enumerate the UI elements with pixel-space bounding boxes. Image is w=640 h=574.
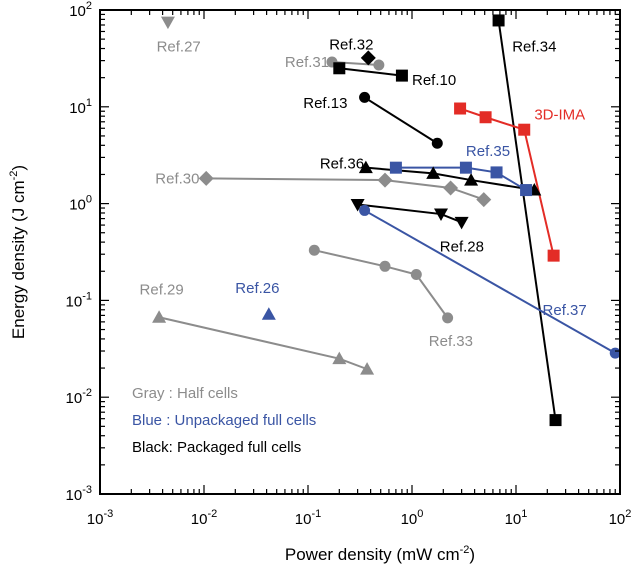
x-tick-label: 10-2	[191, 508, 217, 528]
legend-entry-black: Black: Packaged full cells	[132, 439, 301, 456]
x-tick-label: 10-1	[295, 508, 321, 528]
data-point-ref-36	[358, 160, 373, 174]
series-label-ref-37: Ref.37	[543, 302, 587, 319]
series-label-ref-29: Ref.29	[140, 281, 184, 298]
data-point-ref-35	[520, 184, 533, 197]
data-point-ref-36	[464, 173, 479, 186]
series-label-ref-33: Ref.33	[429, 333, 473, 350]
data-point-ref-34	[549, 414, 562, 427]
data-point-3d-ima	[479, 111, 492, 124]
y-axis-title: Energy density (J cm-2)	[8, 165, 28, 339]
data-point-ref-35	[389, 161, 402, 174]
data-point-ref-32	[360, 50, 376, 66]
data-point-ref-29	[360, 362, 375, 375]
data-point-ref-30	[476, 192, 492, 208]
data-point-ref-13	[431, 137, 443, 149]
y-tick-label: 102	[69, 0, 92, 20]
series-label-3d-ima: 3D-IMA	[534, 107, 585, 124]
legend: Gray : Half cells Blue : Unpackaged full…	[132, 385, 316, 456]
data-point-ref-30	[377, 172, 393, 188]
data-point-ref-34	[492, 14, 505, 27]
y-tick-label: 101	[69, 97, 92, 117]
data-point-3d-ima	[547, 249, 560, 262]
data-point-ref-28	[350, 198, 365, 212]
data-point-ref-10	[333, 62, 346, 75]
series-line-ref-34	[497, 20, 557, 421]
y-tick-label: 10-3	[66, 484, 92, 504]
data-point-ref-29	[332, 351, 347, 365]
series-line-ref-35	[395, 166, 527, 191]
series-label-ref-13: Ref.13	[303, 95, 347, 112]
data-point-ref-30	[443, 180, 459, 196]
x-axis-title: Power density (mW cm-2)	[285, 544, 475, 564]
data-point-ref-28	[454, 216, 469, 230]
series-label-ref-35: Ref.35	[466, 143, 510, 160]
y-tick-label: 100	[69, 194, 92, 214]
data-point-ref-13	[359, 91, 371, 103]
x-tick-label: 10-3	[87, 508, 113, 528]
data-point-ref-33	[442, 312, 454, 324]
series-line-ref-10	[339, 67, 403, 77]
data-point-ref-29	[152, 310, 167, 323]
series-label-ref-27: Ref.27	[157, 38, 201, 55]
series-label-ref-34: Ref.34	[512, 38, 556, 55]
series-line-ref-37	[364, 209, 616, 355]
data-point-ref-28	[433, 208, 448, 222]
series-line-ref-30	[206, 177, 485, 201]
x-tick-label: 101	[505, 508, 528, 528]
data-point-ref-27	[160, 16, 175, 30]
legend-entry-blue: Blue : Unpackaged full cells	[132, 412, 316, 429]
plot-frame	[99, 9, 621, 495]
data-point-ref-35	[490, 166, 503, 179]
series-line-ref-13	[364, 96, 438, 145]
y-tick-label: 10-2	[66, 387, 92, 407]
data-point-ref-37	[359, 204, 371, 216]
data-point-ref-26	[261, 307, 276, 320]
data-point-ref-33	[308, 244, 320, 256]
x-tick-label: 100	[401, 508, 424, 528]
data-point-ref-10	[395, 69, 408, 82]
data-point-ref-33	[410, 269, 422, 281]
series-label-ref-26: Ref.26	[235, 280, 279, 297]
data-point-ref-33	[379, 260, 391, 272]
data-point-3d-ima	[454, 102, 467, 115]
data-point-ref-31	[373, 59, 385, 71]
series-label-ref-32: Ref.32	[329, 37, 373, 54]
series-label-ref-10: Ref.10	[412, 72, 456, 89]
data-point-ref-36	[426, 166, 441, 179]
series-label-ref-31: Ref.31	[285, 54, 329, 71]
series-label-ref-36: Ref.36	[320, 155, 364, 172]
data-point-ref-35	[459, 161, 472, 174]
series-line-ref-33	[314, 249, 449, 319]
series-label-ref-28: Ref.28	[440, 239, 484, 256]
data-point-3d-ima	[518, 123, 531, 136]
data-point-ref-30	[198, 170, 214, 186]
y-tick-label: 10-1	[66, 290, 92, 310]
legend-entry-gray: Gray : Half cells	[132, 385, 238, 402]
series-line-ref-28	[357, 203, 462, 224]
series-label-ref-30: Ref.30	[155, 170, 199, 187]
x-tick-label: 102	[609, 508, 632, 528]
